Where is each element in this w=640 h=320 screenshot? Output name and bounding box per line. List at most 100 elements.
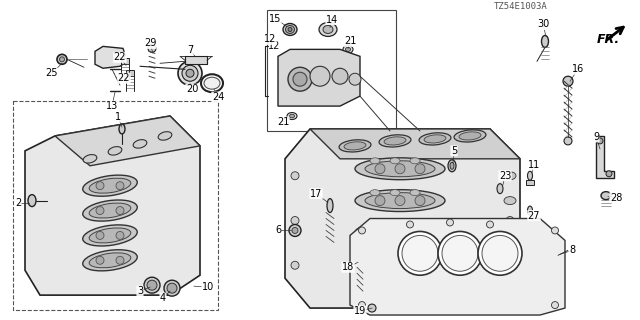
Ellipse shape xyxy=(478,231,522,275)
Ellipse shape xyxy=(83,225,137,246)
Ellipse shape xyxy=(419,133,451,145)
Ellipse shape xyxy=(365,225,435,240)
Text: 20: 20 xyxy=(186,84,198,94)
Ellipse shape xyxy=(375,196,385,205)
Text: 1: 1 xyxy=(115,112,121,122)
Ellipse shape xyxy=(83,175,137,196)
Ellipse shape xyxy=(147,280,157,290)
Ellipse shape xyxy=(504,246,516,254)
Ellipse shape xyxy=(96,182,104,190)
Polygon shape xyxy=(25,116,200,295)
Ellipse shape xyxy=(563,76,573,86)
Bar xyxy=(526,180,534,185)
Text: 24: 24 xyxy=(212,92,224,102)
Text: 8: 8 xyxy=(569,245,575,255)
Polygon shape xyxy=(95,46,125,68)
Text: 17: 17 xyxy=(310,188,322,199)
Ellipse shape xyxy=(287,113,297,119)
Ellipse shape xyxy=(370,221,380,228)
Ellipse shape xyxy=(406,221,413,228)
Text: 13: 13 xyxy=(106,101,118,111)
Text: 10: 10 xyxy=(202,282,214,292)
Ellipse shape xyxy=(148,44,156,52)
Ellipse shape xyxy=(285,26,294,34)
Bar xyxy=(267,10,396,131)
Ellipse shape xyxy=(327,199,333,212)
Ellipse shape xyxy=(83,155,97,163)
Ellipse shape xyxy=(355,251,445,273)
Polygon shape xyxy=(310,129,520,159)
Text: 4: 4 xyxy=(160,293,166,303)
Ellipse shape xyxy=(116,207,124,214)
Ellipse shape xyxy=(83,200,137,221)
Polygon shape xyxy=(596,136,614,178)
Text: 16: 16 xyxy=(572,64,584,74)
Ellipse shape xyxy=(60,57,65,62)
Ellipse shape xyxy=(358,227,365,234)
Ellipse shape xyxy=(283,23,297,36)
Ellipse shape xyxy=(365,193,435,209)
Text: 28: 28 xyxy=(610,193,622,203)
Text: 25: 25 xyxy=(45,68,58,78)
Ellipse shape xyxy=(343,45,353,53)
Ellipse shape xyxy=(108,147,122,155)
Ellipse shape xyxy=(116,182,124,190)
Ellipse shape xyxy=(379,135,411,147)
Ellipse shape xyxy=(402,236,438,271)
Ellipse shape xyxy=(384,137,406,145)
Text: 19: 19 xyxy=(354,306,366,316)
Ellipse shape xyxy=(339,140,371,152)
Text: 22: 22 xyxy=(118,73,131,83)
Text: 15: 15 xyxy=(269,13,281,24)
Text: FR.: FR. xyxy=(597,33,620,46)
Ellipse shape xyxy=(390,251,400,257)
Text: 2: 2 xyxy=(15,197,21,208)
Ellipse shape xyxy=(355,221,445,244)
Ellipse shape xyxy=(395,228,405,237)
Text: 29: 29 xyxy=(144,38,156,48)
Ellipse shape xyxy=(506,217,514,225)
Ellipse shape xyxy=(390,221,400,228)
Text: 22: 22 xyxy=(114,52,126,62)
Ellipse shape xyxy=(186,69,194,77)
Ellipse shape xyxy=(390,158,400,164)
Polygon shape xyxy=(285,129,520,308)
Ellipse shape xyxy=(450,162,454,169)
Ellipse shape xyxy=(375,164,385,174)
Ellipse shape xyxy=(370,158,380,164)
Bar xyxy=(121,58,129,64)
Ellipse shape xyxy=(310,66,330,86)
Ellipse shape xyxy=(144,277,160,293)
Ellipse shape xyxy=(410,251,420,257)
Ellipse shape xyxy=(119,124,125,134)
Ellipse shape xyxy=(504,221,516,229)
Ellipse shape xyxy=(96,231,104,239)
Ellipse shape xyxy=(28,195,36,207)
Ellipse shape xyxy=(424,135,446,143)
Ellipse shape xyxy=(365,254,435,270)
Ellipse shape xyxy=(96,256,104,264)
Ellipse shape xyxy=(564,137,572,145)
Ellipse shape xyxy=(395,164,405,174)
Ellipse shape xyxy=(346,47,351,51)
Polygon shape xyxy=(278,49,360,106)
Polygon shape xyxy=(350,219,565,315)
Ellipse shape xyxy=(447,219,454,226)
Ellipse shape xyxy=(552,301,559,308)
Text: 12: 12 xyxy=(268,41,280,52)
Ellipse shape xyxy=(606,171,612,177)
Text: 12: 12 xyxy=(264,35,276,44)
Ellipse shape xyxy=(506,261,514,269)
Text: 11: 11 xyxy=(528,160,540,170)
Ellipse shape xyxy=(293,72,307,86)
Ellipse shape xyxy=(355,158,445,180)
Text: 23: 23 xyxy=(499,171,511,181)
Ellipse shape xyxy=(395,257,405,267)
Ellipse shape xyxy=(291,217,299,225)
Ellipse shape xyxy=(292,228,298,233)
Ellipse shape xyxy=(454,130,486,142)
Text: 27: 27 xyxy=(528,211,540,220)
Text: 3: 3 xyxy=(137,286,143,296)
Ellipse shape xyxy=(601,192,611,200)
Ellipse shape xyxy=(370,251,380,257)
